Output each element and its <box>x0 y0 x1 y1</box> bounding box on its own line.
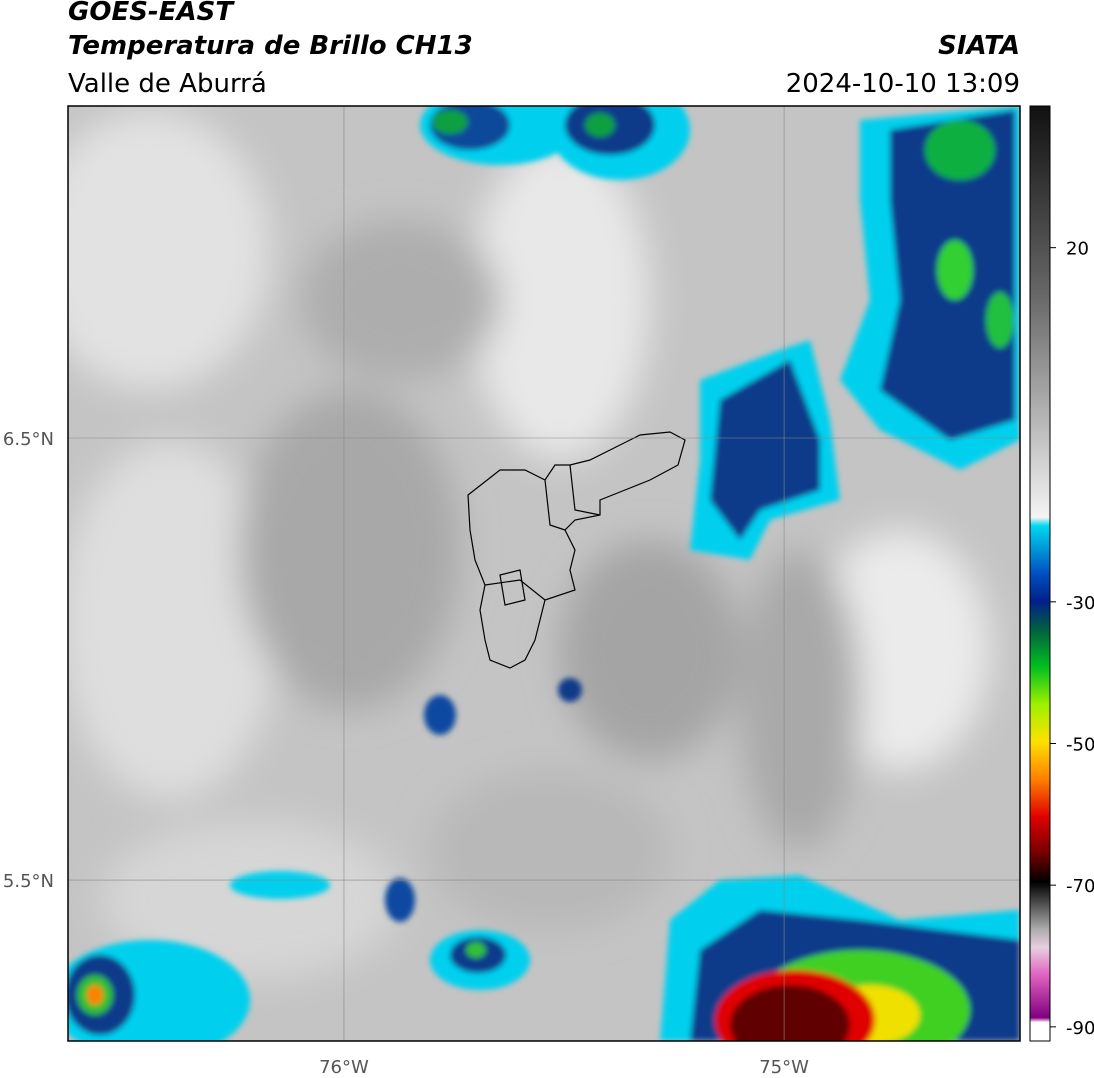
map-frame <box>67 105 1021 1042</box>
colorbar-tick-label: 20 <box>1066 239 1089 260</box>
source: SIATA <box>938 31 1020 61</box>
subtitle: Temperatura de Brillo CH13 <box>68 31 473 61</box>
colorbar-tick-label: -50 <box>1066 735 1094 756</box>
timestamp: 2024-10-10 13:09 <box>786 69 1020 99</box>
title: GOES-EAST <box>68 0 235 27</box>
x-tick-label: 76°W <box>319 1057 369 1078</box>
x-tick-label: 75°W <box>759 1057 809 1078</box>
colorbar-tick-label: -70 <box>1066 876 1094 897</box>
colorbar-tick-label: -30 <box>1066 593 1094 614</box>
municipal-boundaries <box>467 431 686 669</box>
satellite-image <box>68 106 1020 1041</box>
region: Valle de Aburrá <box>68 69 267 99</box>
y-tick-label: 6.5°N <box>3 429 54 450</box>
y-tick-label: 5.5°N <box>3 871 54 892</box>
colorbar <box>1029 105 1051 1042</box>
colorbar-tick-label: -90 <box>1066 1018 1094 1039</box>
